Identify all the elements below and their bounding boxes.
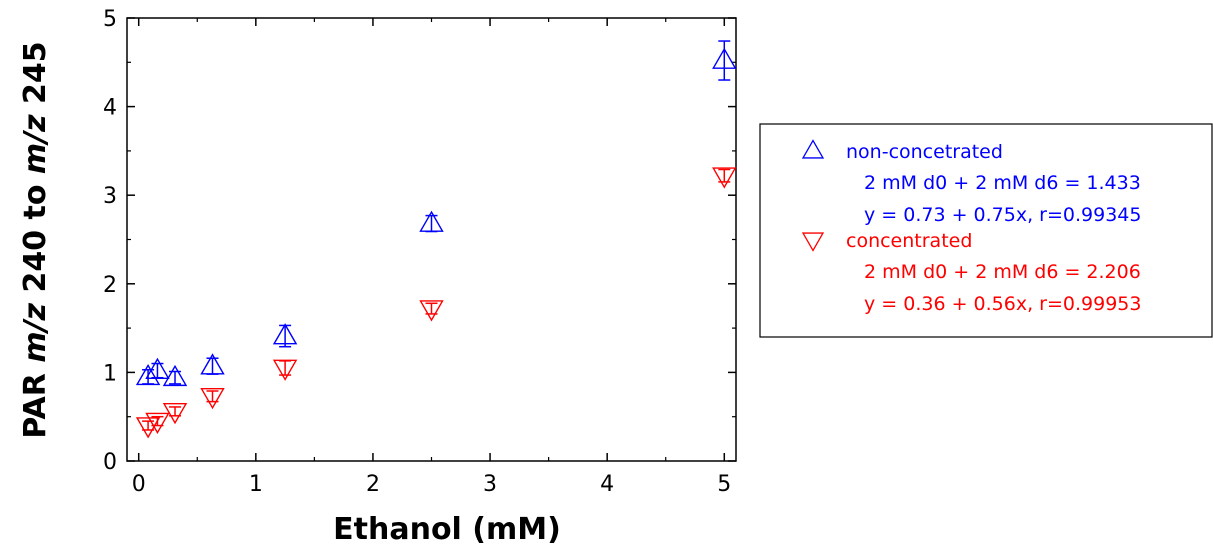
data-markers — [135, 40, 737, 439]
triangle-down-marker — [272, 359, 298, 381]
x-tick-label: 1 — [249, 472, 263, 497]
y-axis-title-part: 245 — [18, 41, 53, 114]
major-ticks — [127, 17, 736, 462]
triangle-down-marker — [162, 403, 188, 425]
x-tick-label: 4 — [600, 472, 614, 497]
y-tick-label: 5 — [103, 7, 117, 32]
data-point-concentrated — [712, 167, 737, 189]
plot-area-frame — [126, 17, 737, 462]
data-point-non-concetrated — [272, 323, 298, 348]
y-tick-label: 3 — [103, 184, 117, 209]
y-axis-title-part: 240 to — [18, 174, 53, 303]
legend-series-name: concentrated — [846, 230, 972, 252]
y-tick-label: 1 — [103, 361, 117, 386]
legend-detail-line: y = 0.73 + 0.75x, r=0.99345 — [864, 204, 1141, 226]
triangle-up-marker — [200, 353, 225, 375]
data-point-non-concetrated — [145, 357, 170, 379]
data-point-non-concetrated — [162, 364, 188, 387]
legend-triangle-down-icon — [801, 232, 825, 252]
triangle-down-marker — [419, 300, 444, 322]
legend: non-concetrated 2 mM d0 + 2 mM d6 = 1.433… — [759, 123, 1213, 338]
legend-triangle-up-icon — [801, 139, 825, 159]
triangle-down-marker — [145, 412, 170, 435]
legend-box — [759, 123, 1213, 338]
legend-series-name: non-concetrated — [846, 141, 1003, 163]
x-axis-title: Ethanol (mM) — [333, 512, 561, 547]
data-point-concentrated — [200, 387, 225, 410]
x-tick-labels: 0 1 2 3 4 5 — [132, 472, 732, 497]
triangle-up-marker — [712, 47, 737, 69]
legend-detail-line: y = 0.36 + 0.56x, r=0.99953 — [864, 293, 1141, 315]
y-tick-label: 0 — [103, 450, 117, 475]
y-axis-title: PAR m/z 240 to m/z 245 — [18, 41, 53, 438]
x-tick-label: 0 — [132, 472, 146, 497]
triangle-up-marker — [145, 357, 170, 379]
y-axis-title-part: m/z — [18, 302, 53, 362]
triangle-down-marker — [712, 167, 737, 189]
x-tick-label: 2 — [366, 472, 380, 497]
triangle-up-marker — [135, 363, 161, 386]
data-point-concentrated — [135, 417, 161, 439]
triangle-up-marker — [419, 210, 444, 232]
data-point-concentrated — [145, 412, 170, 435]
y-axis-title-part: m/z — [18, 114, 53, 174]
data-point-non-concetrated — [712, 40, 737, 81]
data-point-concentrated — [419, 300, 444, 322]
y-tick-label: 4 — [103, 96, 117, 121]
data-point-non-concetrated — [200, 353, 225, 375]
x-tick-label: 5 — [717, 472, 731, 497]
data-point-non-concetrated — [419, 210, 444, 233]
y-axis-title-part: PAR — [18, 363, 53, 439]
y-tick-label: 2 — [103, 273, 117, 298]
y-tick-labels: 0 1 2 3 4 5 — [103, 7, 117, 475]
triangle-down-marker — [200, 387, 225, 410]
legend-items: non-concetrated 2 mM d0 + 2 mM d6 = 1.433… — [801, 139, 1141, 315]
minor-ticks — [127, 18, 736, 461]
triangle-up-marker — [272, 323, 298, 345]
data-point-concentrated — [162, 403, 188, 425]
x-tick-label: 3 — [483, 472, 497, 497]
data-point-concentrated — [272, 359, 298, 381]
triangle-up-marker — [162, 364, 188, 387]
triangle-down-marker — [135, 417, 161, 439]
legend-detail-line: 2 mM d0 + 2 mM d6 = 2.206 — [864, 261, 1141, 283]
legend-detail-line: 2 mM d0 + 2 mM d6 = 1.433 — [864, 172, 1141, 194]
